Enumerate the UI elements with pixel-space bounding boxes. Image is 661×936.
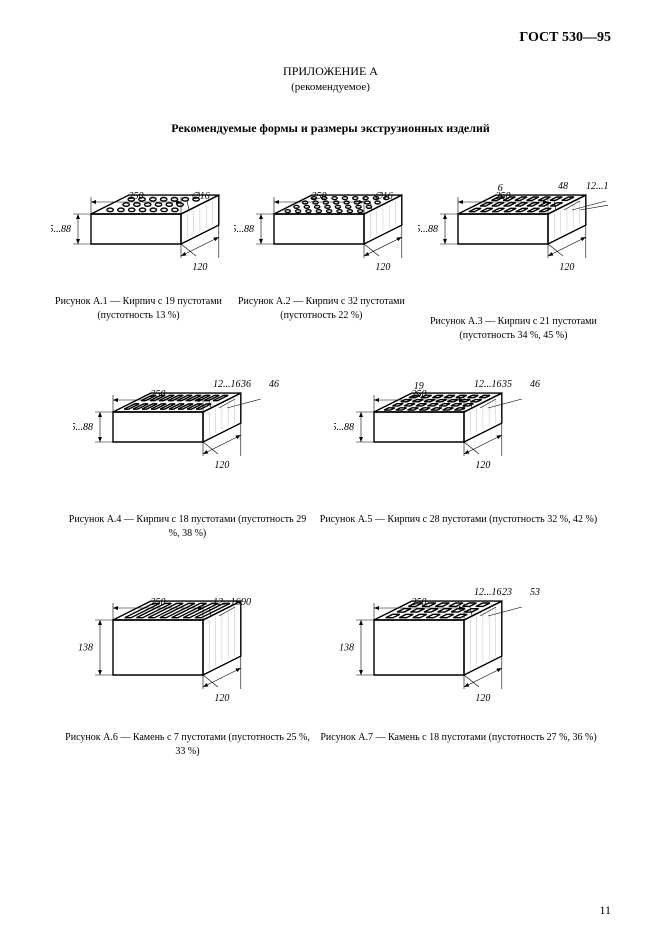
svg-text:138: 138 [78, 643, 93, 654]
svg-text:120: 120 [560, 262, 575, 273]
figure-caption: Рисунок А.1 — Кирпич с 19 пусто­тами (пу… [50, 295, 227, 322]
figure-caption: Рисунок А.3 — Кирпич с 21 пусто­тами (пу… [416, 315, 611, 342]
brick-diagram-a5: 25065...8812012...16354619 [334, 354, 584, 509]
svg-text:120: 120 [214, 693, 229, 704]
svg-text:120: 120 [214, 460, 229, 471]
svg-text:46: 46 [530, 379, 540, 390]
svg-text:250: 250 [311, 191, 326, 202]
svg-text:35: 35 [501, 379, 512, 390]
svg-text:19: 19 [413, 381, 423, 392]
brick-diagram-a4: 250 65...88 120 12...1636 46 [73, 354, 303, 509]
svg-text:∅16: ∅16 [191, 191, 210, 202]
svg-text:65...88: 65...88 [418, 224, 438, 235]
figure-a7: 250 138 120 12...1623 53 Рисунок А.7 — Камен… [319, 552, 599, 770]
svg-text:250: 250 [128, 191, 143, 202]
standard-header: ГОСТ 530—95 [50, 30, 611, 46]
svg-text:48: 48 [558, 181, 568, 192]
brick-diagram-a1: 250 65...88 120 ∅16 [51, 156, 226, 291]
figure-a1: 250 65...88 120 ∅16 Рисунок А.1 — Кирпич с … [50, 156, 227, 354]
svg-text:12...16: 12...16 [474, 587, 502, 598]
svg-text:12...16: 12...16 [213, 379, 241, 390]
appendix-label: ПРИЛОЖЕНИЕ А [50, 64, 611, 79]
page-number: 11 [599, 903, 611, 918]
figure-caption: Рисунок А.5 — Кирпич с 28 пустотами (пус… [319, 513, 599, 527]
svg-text:65...88: 65...88 [73, 422, 93, 433]
figure-a3: 25065...881204812...1653236 Рисунок А.3 … [416, 156, 611, 354]
svg-text:90: 90 [241, 597, 251, 608]
figure-caption: Рисунок А.6 — Камень с 7 пустотами (пуст… [63, 731, 313, 758]
figure-a2: 250 65...88 120 ∅16 Рисунок А.2 — Кирпич с … [233, 156, 410, 354]
svg-text:65...88: 65...88 [51, 224, 71, 235]
figure-row-3: 25013812012...1690 Рисунок А.6 — Камень … [50, 552, 611, 770]
brick-diagram-a3: 25065...881204812...1653236 [418, 156, 608, 311]
svg-text:250: 250 [150, 597, 165, 608]
svg-text:120: 120 [192, 262, 207, 273]
brick-diagram-a6: 250 138 120 12...1690 [73, 552, 303, 727]
figure-caption: Рисунок А.7 — Камень с 18 пустотами (пус… [319, 731, 599, 745]
svg-text:250: 250 [150, 389, 165, 400]
svg-text:65...88: 65...88 [334, 422, 354, 433]
figure-a4: 250 65...88 120 12...1636 46 Рисунок А.4 — К… [63, 354, 313, 552]
figure-caption: Рисунок А.2 — Кирпич с 32 пусто­тами (пу… [233, 295, 410, 322]
svg-text:250: 250 [411, 597, 426, 608]
svg-text:53: 53 [530, 587, 540, 598]
svg-text:36: 36 [240, 379, 251, 390]
section-title: Рекомендуемые формы и размеры экструзион… [50, 121, 611, 136]
figure-caption: Рисунок А.4 — Кирпич с 18 пустотами (пус… [63, 513, 313, 540]
svg-text:65...88: 65...88 [234, 224, 254, 235]
brick-diagram-a2: 250 65...88 120 ∅16 [234, 156, 409, 291]
svg-text:∅16: ∅16 [374, 191, 393, 202]
svg-text:120: 120 [475, 460, 490, 471]
figure-a6: 250 138 120 12...1690 Рисунок А.6 — Камень … [63, 552, 313, 770]
svg-text:12...16: 12...16 [474, 379, 502, 390]
appendix-sublabel: (рекомендуемое) [50, 81, 611, 93]
svg-text:12...16: 12...16 [586, 181, 608, 192]
brick-diagram-a7: 250 138 120 12...1623 53 [334, 552, 584, 727]
svg-text:120: 120 [375, 262, 390, 273]
figure-a5: 25065...8812012...16354619 Рисунок А.5 —… [319, 354, 599, 552]
figure-row-1: 250 65...88 120 ∅16 Рисунок А.1 — Кирпич с … [50, 156, 611, 354]
svg-text:6: 6 [498, 183, 503, 194]
svg-text:46: 46 [269, 379, 279, 390]
figure-row-2: 25065...8812012...163646 Рисунок А.4 — К… [50, 354, 611, 552]
svg-text:23: 23 [502, 587, 512, 598]
svg-text:120: 120 [475, 693, 490, 704]
svg-text:12...16: 12...16 [213, 597, 241, 608]
svg-text:138: 138 [339, 643, 354, 654]
